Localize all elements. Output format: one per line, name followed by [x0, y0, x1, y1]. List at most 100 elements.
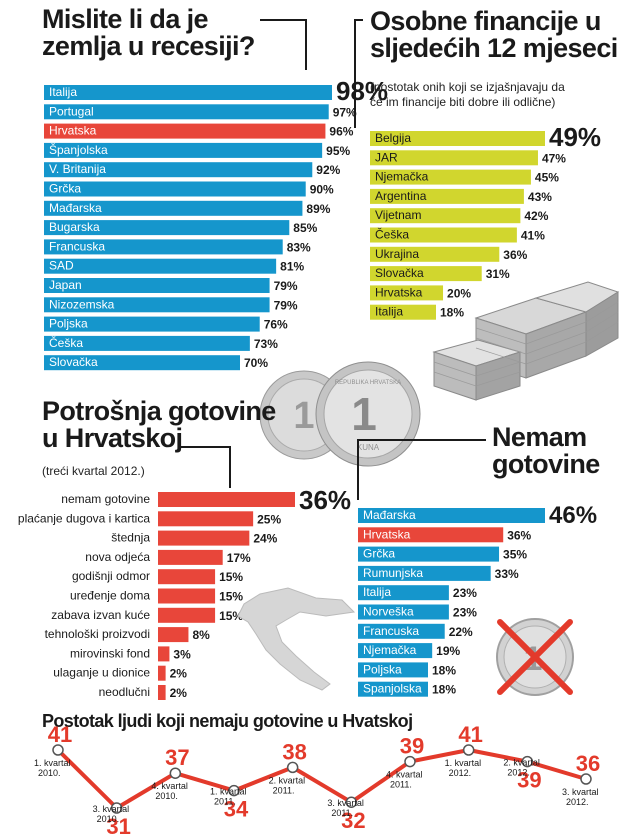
bar-value-label: 22% — [449, 625, 473, 639]
bar — [358, 508, 545, 523]
trend-x-label: 2010. — [97, 814, 120, 824]
bar-value-label: 33% — [495, 567, 519, 581]
bar-category-label: zabava izvan kuće — [51, 608, 150, 622]
bar-value-label: 18% — [440, 306, 464, 320]
bar-value-label: 23% — [453, 586, 477, 600]
bar-category-label: Njemačka — [363, 643, 417, 657]
bar — [358, 643, 433, 659]
bar — [370, 227, 517, 243]
bar-value-label: 15% — [219, 609, 243, 623]
finance-subtitle: (postotak onih koji se izjašnjavaju da ć… — [370, 80, 565, 110]
bar-value-label: 89% — [306, 202, 330, 216]
bar-value-label: 2% — [170, 686, 188, 700]
bar-value-label: 18% — [432, 683, 456, 697]
bar-category-label: Hrvatska — [49, 124, 97, 138]
trend-x-label: 3. kvartal — [93, 804, 130, 814]
bar — [358, 681, 428, 697]
trend-x-label: 2010. — [155, 791, 178, 801]
spending-title-line1: Potrošnja gotovine — [42, 396, 276, 426]
bar-category-label: Italija — [375, 305, 403, 319]
bar-value-label: 23% — [453, 606, 477, 620]
bar-category-label: Mađarska — [49, 201, 102, 215]
trend-x-label: 2011. — [273, 785, 295, 795]
bar-category-label: Poljska — [49, 317, 88, 331]
trend-value-label: 41 — [48, 722, 72, 747]
bar-value-label: 96% — [329, 125, 353, 139]
nocash-title-line2: gotovine — [492, 449, 600, 479]
bar-value-label: 70% — [244, 356, 268, 370]
bar-category-label: godišnji odmor — [72, 569, 150, 583]
trend-x-label: 2010. — [38, 768, 61, 778]
bar-category-label: Nizozemska — [49, 297, 115, 311]
bar — [158, 588, 216, 604]
bar — [44, 316, 260, 332]
bar-category-label: tehnološki proizvodi — [45, 627, 150, 641]
bar — [44, 85, 332, 100]
bar-category-label: Poljska — [363, 662, 402, 676]
bar-value-label: 31% — [486, 267, 510, 281]
bar-value-label: 24% — [253, 532, 277, 546]
nocash-title-line1: Nemam — [492, 422, 587, 452]
bar — [44, 104, 329, 120]
bar-category-label: Španjolska — [49, 142, 108, 157]
trend-point — [580, 773, 592, 785]
bar — [44, 278, 270, 293]
bar-category-label: uređenje doma — [70, 589, 150, 603]
bar — [370, 131, 545, 146]
bar — [370, 208, 521, 224]
bar-category-label: Japan — [49, 278, 82, 292]
bar-value-label: 17% — [227, 551, 251, 565]
bar — [358, 565, 491, 581]
bar — [44, 142, 323, 158]
bar-category-label: Hrvatska — [363, 527, 411, 541]
bar-value-label: 79% — [274, 279, 298, 293]
bar — [44, 162, 313, 178]
bar — [370, 266, 482, 282]
bar — [44, 335, 250, 351]
coin-number: 1 — [351, 388, 377, 440]
bar-value-label: 36% — [507, 528, 531, 542]
spending-chart: nemam gotovine 36% plaćanje dugova i karti… — [18, 485, 351, 700]
bar-value-label: 98% — [336, 76, 388, 106]
bar-value-label: 81% — [280, 260, 304, 274]
bar-category-label: Spanjolska — [363, 682, 422, 696]
finance-title: Osobne financije u sljedećih 12 mjeseci — [370, 8, 618, 62]
trend-value-label: 39 — [517, 768, 541, 793]
bar-category-label: Francuska — [49, 239, 105, 253]
finance-title-line1: Osobne financije u — [370, 6, 601, 36]
bar — [158, 627, 189, 643]
bar — [358, 546, 500, 562]
svg-text:1: 1 — [293, 395, 314, 437]
bar-value-label: 3% — [173, 647, 191, 661]
bar-category-label: Argentina — [375, 189, 427, 203]
bar-value-label: 76% — [264, 318, 288, 332]
bar-category-label: Rumunjska — [363, 566, 423, 580]
bar-value-label: 92% — [316, 163, 340, 177]
bar-value-label: 15% — [219, 590, 243, 604]
spending-title: Potrošnja gotovine u Hrvatskoj — [42, 398, 276, 452]
bar — [158, 685, 166, 700]
bar — [370, 285, 444, 301]
bar-value-label: 2% — [170, 667, 188, 681]
nocash-title: Nemam gotovine — [492, 422, 600, 479]
trend-x-label: 1. kvartal — [445, 758, 482, 768]
bar — [158, 646, 170, 662]
bar-value-label: 42% — [524, 209, 548, 223]
trend-point — [286, 761, 299, 774]
trend-x-label: 2011. — [214, 797, 236, 807]
recession-chart: Italija 98% Portugal 97% Hrvatska 96% Španjols… — [44, 76, 388, 371]
trend-line — [56, 748, 587, 810]
bar — [44, 181, 306, 197]
trend-x-label: 4. kvartal — [386, 770, 423, 780]
bar-value-label: 36% — [299, 485, 351, 515]
bar — [44, 200, 303, 216]
trend-point — [462, 744, 475, 756]
bar — [44, 355, 240, 371]
bar — [158, 549, 223, 565]
trend-x-label: 1. kvartal — [34, 758, 71, 768]
bar-category-label: JAR — [375, 150, 398, 164]
bar — [358, 527, 504, 543]
bar — [158, 530, 250, 546]
bar — [44, 220, 290, 236]
